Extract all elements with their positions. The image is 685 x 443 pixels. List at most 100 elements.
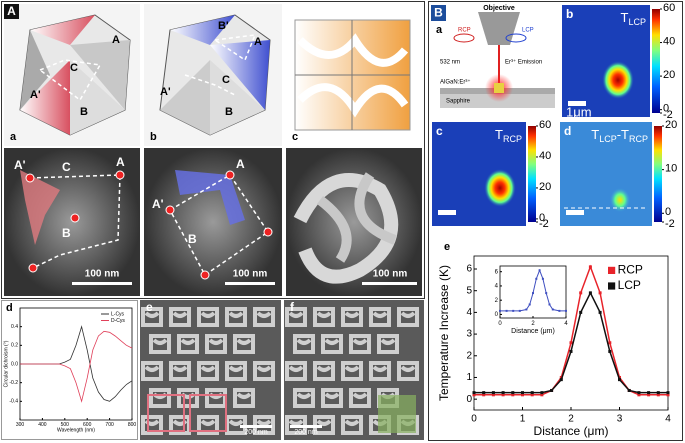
scale-bar-label: 100 nm (373, 269, 408, 280)
colorbar-tick-label: 40 (663, 35, 675, 47)
model-c (286, 4, 422, 146)
y-tick-label: 6 (495, 269, 499, 275)
panel-label: d (6, 302, 13, 314)
point (512, 309, 515, 312)
point (501, 391, 505, 395)
y-tick-label: 0.2 (11, 343, 18, 349)
point (565, 309, 567, 312)
colorbar (652, 9, 660, 113)
x-tick-label: 2 (531, 321, 535, 327)
legend-label: RCP (618, 263, 643, 277)
panel-label: b (566, 7, 573, 21)
schematic-text: RCP (458, 28, 471, 34)
point-label: A' (160, 86, 171, 98)
scale-bar (438, 210, 456, 215)
panel-label: c (292, 131, 298, 143)
point-label: B (188, 232, 197, 246)
point-label: C (62, 160, 71, 174)
y-tick-label: -0.4 (9, 399, 18, 405)
point (538, 269, 541, 272)
legend-label: L-Cys (111, 311, 125, 317)
point (608, 349, 612, 353)
title-part: T (621, 10, 629, 25)
panel-label: e (146, 300, 153, 314)
colorbar-tick-label: 10 (665, 163, 677, 175)
x-axis-label: Wavelength (nm) (57, 427, 95, 433)
hot-spot (610, 188, 630, 212)
x-tick-label: 0 (498, 321, 502, 327)
part-label-bg (4, 4, 19, 19)
schematic-text: Sapphire (446, 99, 471, 105)
panel-label: d (564, 124, 571, 138)
map-title: TLCP-TRCP (591, 127, 648, 144)
x-tick-label: 4 (665, 414, 671, 425)
y-tick-label: 0 (466, 394, 472, 405)
point (472, 391, 476, 395)
point (511, 391, 515, 395)
title-part: RCP (503, 134, 522, 144)
map-title: TLCP (621, 10, 646, 27)
x-tick-label: 1 (520, 414, 526, 425)
schematic-text: AlGaN:Er³⁺ (440, 79, 471, 86)
point (627, 388, 631, 392)
x-tick-label: 3 (617, 414, 623, 425)
point-label: B (62, 226, 71, 240)
point (521, 391, 524, 395)
model-b (144, 4, 282, 146)
colorbar-tick-label: 20 (539, 181, 551, 193)
point (666, 391, 670, 395)
y-tick-label: 4 (495, 284, 499, 290)
y-tick-label: 2 (466, 350, 472, 361)
x-tick-label: 4 (564, 321, 568, 327)
point (588, 291, 592, 295)
schematic (440, 12, 555, 108)
x-tick-label: 0 (471, 414, 477, 425)
x-tick-label: 400 (38, 422, 47, 428)
y-axis-label: Circular dichroism (°) (3, 340, 9, 387)
point (647, 391, 651, 395)
y-tick-label: 3 (466, 329, 472, 340)
schematic-text: Objective (483, 5, 515, 12)
part-label: B (434, 6, 443, 20)
colorbar-tick-label: -2 (665, 218, 675, 230)
point (525, 308, 528, 311)
point (505, 309, 508, 312)
colorbar-tick-label: 60 (539, 119, 551, 131)
point (545, 292, 548, 295)
point (491, 393, 495, 397)
y-tick-label: 4 (466, 307, 472, 318)
point (518, 309, 521, 312)
x-tick-label: 800 (128, 422, 137, 428)
heatmap (560, 122, 652, 226)
point (579, 310, 583, 314)
series-line (20, 330, 133, 403)
point (588, 265, 592, 269)
point (598, 291, 602, 295)
point (558, 309, 561, 312)
colorbar (528, 126, 536, 222)
point (579, 291, 583, 295)
scale-bar-label: 200 nm (294, 429, 318, 436)
point-label: A (116, 155, 125, 169)
point (499, 309, 501, 312)
scale-bar-label: 100 nm (85, 269, 120, 280)
heatmap (562, 5, 650, 117)
x-tick-label: 600 (83, 422, 92, 428)
point (541, 277, 544, 280)
point (548, 303, 551, 306)
point (569, 349, 573, 353)
point-label: A (112, 34, 120, 46)
title-part: LCP (599, 134, 617, 144)
point (550, 388, 554, 392)
point (559, 378, 563, 382)
point (551, 308, 554, 311)
part-label-bg (431, 5, 446, 21)
point-label: A' (14, 158, 26, 172)
schematic-text: 532 nm (440, 60, 460, 66)
colorbar-tick-label: -2 (663, 109, 673, 121)
scale-bar (568, 101, 586, 106)
point (569, 341, 573, 345)
schematic-text: Er³⁺ Emission (505, 59, 542, 66)
hot-spot (484, 168, 516, 208)
